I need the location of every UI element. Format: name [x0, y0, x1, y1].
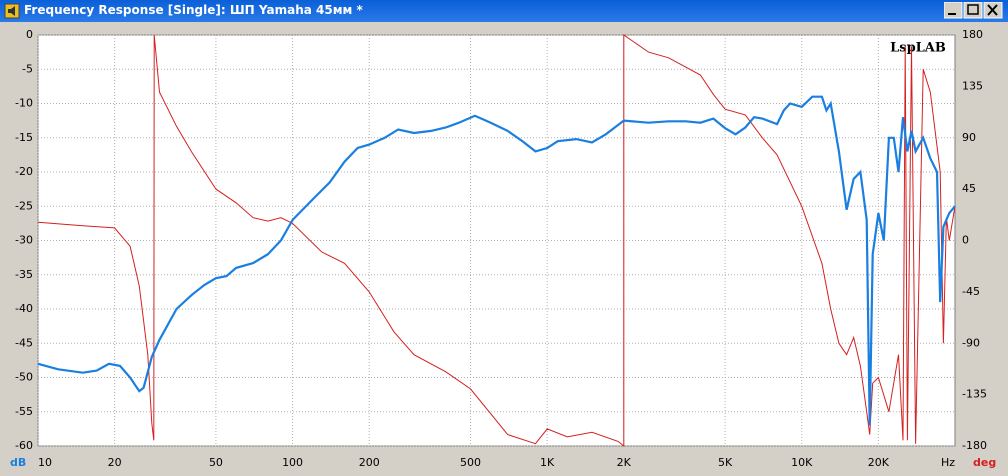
- x-tick-label: 500: [460, 456, 481, 469]
- x-tick-label: 1K: [540, 456, 555, 469]
- watermark: LspLAB: [890, 41, 946, 56]
- y-tick-label: -40: [15, 302, 33, 315]
- window-title: Frequency Response [Single]: ШП Yamaha 4…: [24, 3, 363, 17]
- y2-tick-label: 0: [962, 234, 969, 247]
- y2-tick-label: 180: [962, 28, 983, 41]
- y-tick-label: -55: [15, 405, 33, 418]
- y-tick-label: -60: [15, 439, 33, 452]
- x-tick-label: 50: [209, 456, 223, 469]
- y-tick-label: -50: [15, 371, 33, 384]
- y2-tick-label: -180: [962, 439, 987, 452]
- y-tick-label: 0: [26, 28, 33, 41]
- y-tick-label: -20: [15, 165, 33, 178]
- y-tick-label: -10: [15, 97, 33, 110]
- window-buttons[interactable]: [944, 2, 1004, 20]
- y-tick-label: -35: [15, 268, 33, 281]
- x-tick-label: 10K: [791, 456, 813, 469]
- series-line: [37, 34, 956, 448]
- y-axis-label: dB: [10, 456, 26, 469]
- title-bar: Frequency Response [Single]: ШП Yamaha 4…: [0, 0, 1008, 22]
- y-tick-label: -45: [15, 336, 33, 349]
- y2-axis-label: deg: [973, 456, 996, 469]
- y-tick-label: -30: [15, 234, 33, 247]
- x-tick-label: 5K: [718, 456, 733, 469]
- chart: LspLAB dB Hz deg 0 -5 -10 -15 -20 -25 -30 -35 -4…: [10, 28, 996, 469]
- y2-tick-label: -45: [962, 285, 980, 298]
- x-tick-label: 2K: [617, 456, 632, 469]
- x-tick-label: 100: [282, 456, 303, 469]
- x-tick-label: 200: [359, 456, 380, 469]
- series-line: [37, 95, 956, 426]
- y-tick-label: -15: [15, 131, 33, 144]
- x-tick-label: 20: [108, 456, 122, 469]
- y2-tick-label: 135: [962, 79, 983, 92]
- y2-tick-label: 90: [962, 131, 976, 144]
- y2-tick-label: -90: [962, 336, 980, 349]
- y2-tick-label: 45: [962, 182, 976, 195]
- y-tick-label: -25: [15, 199, 33, 212]
- x-tick-label: 20K: [868, 456, 890, 469]
- app-icon: [4, 3, 20, 19]
- y-tick-label: -5: [22, 62, 33, 75]
- x-axis-label: Hz: [941, 456, 955, 469]
- x-tick-label: 10: [38, 456, 52, 469]
- y2-tick-label: -135: [962, 388, 987, 401]
